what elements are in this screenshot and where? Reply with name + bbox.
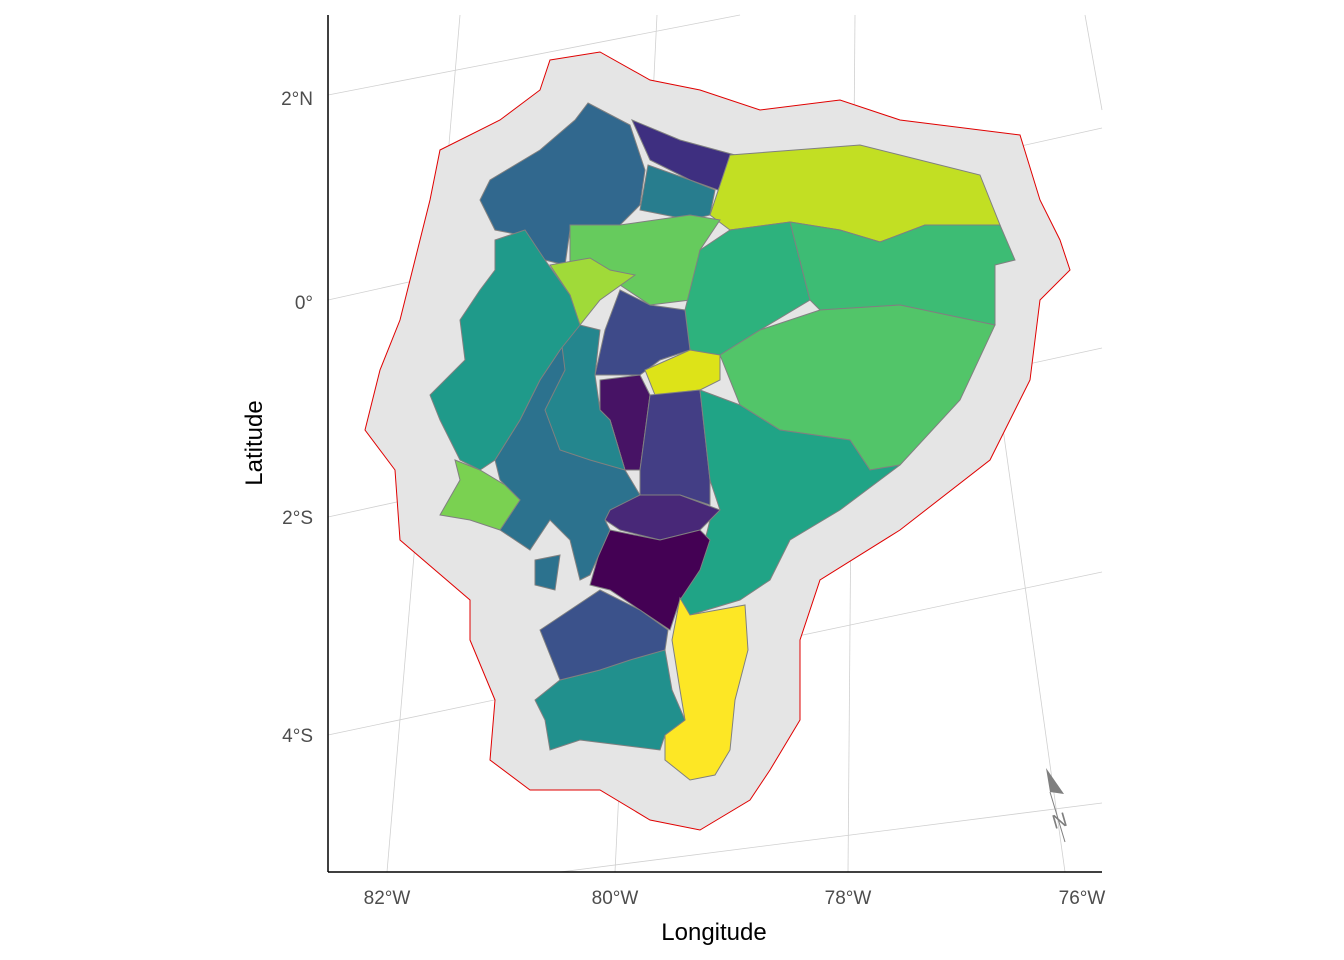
y-tick-label: 0° — [295, 293, 313, 314]
province — [544, 324, 626, 471]
y-tick-label: 2°N — [281, 89, 313, 110]
x-tick-label: 82°W — [364, 888, 411, 909]
province — [589, 529, 711, 631]
province — [789, 221, 1016, 326]
north-arrow: N — [1046, 768, 1070, 843]
province — [664, 596, 749, 781]
x-tick-label: 80°W — [592, 888, 639, 909]
province — [639, 389, 711, 506]
province — [439, 459, 521, 531]
north-arrow-head — [1046, 768, 1064, 794]
y-tick-label: 4°S — [282, 726, 313, 747]
x-tick-label: 76°W — [1059, 888, 1106, 909]
graticule-line — [327, 14, 741, 96]
north-arrow-label: N — [1050, 809, 1070, 834]
province — [594, 289, 691, 376]
x-tick-label: 78°W — [825, 888, 872, 909]
north-arrow-shaft — [1049, 791, 1066, 843]
graticule-line — [559, 802, 1103, 873]
y-axis-title: Latitude — [241, 400, 268, 485]
province — [539, 589, 669, 681]
province — [429, 229, 581, 471]
graticule-line — [1084, 14, 1103, 111]
x-axis-title: Longitude — [661, 919, 766, 946]
provinces — [429, 102, 1016, 781]
y-tick-label: 2°S — [282, 508, 313, 529]
province — [534, 554, 561, 591]
